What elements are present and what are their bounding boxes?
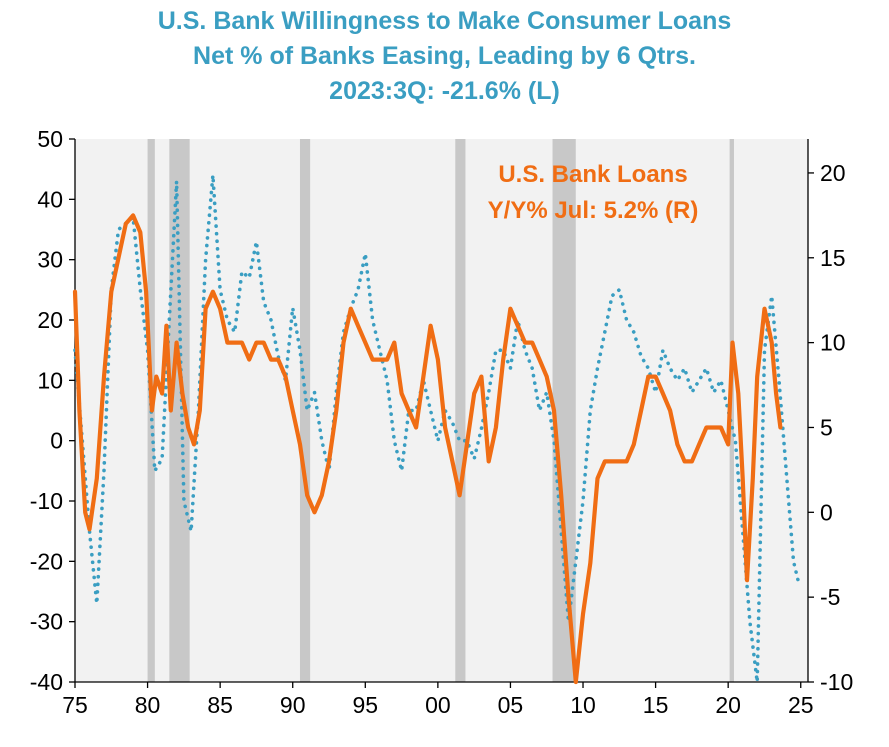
right-tick-label: -5: [820, 584, 840, 610]
x-tick-label: 00: [425, 692, 451, 718]
right-tick-label: 15: [820, 245, 846, 271]
right-tick-label: 10: [820, 330, 846, 356]
right-tick-label: -10: [820, 669, 853, 695]
x-tick-label: 85: [207, 692, 233, 718]
recession-band: [169, 139, 190, 682]
recession-band: [455, 139, 466, 682]
chart-title-line-2: Net % of Banks Easing, Leading by 6 Qtrs…: [193, 42, 696, 70]
x-tick-label: 75: [62, 692, 88, 718]
right-tick-label: 5: [820, 414, 833, 440]
left-tick-label: 20: [37, 307, 63, 333]
left-tick-label: 50: [37, 126, 63, 152]
x-tick-label: 80: [135, 692, 161, 718]
chart-title-line-1: U.S. Bank Willingness to Make Consumer L…: [157, 7, 732, 35]
left-tick-label: 10: [37, 367, 63, 393]
loans-annotation-line-1: U.S. Bank Loans: [498, 161, 687, 188]
chart-title-line-3: 2023:3Q: -21.6% (L): [329, 77, 560, 105]
left-tick-label: -10: [30, 488, 63, 514]
left-tick-label: 40: [37, 186, 63, 212]
right-tick-label: 0: [820, 499, 833, 525]
x-tick-label: 05: [498, 692, 524, 718]
recession-band: [729, 139, 734, 682]
x-tick-label: 10: [570, 692, 596, 718]
left-tick-label: 0: [50, 428, 63, 454]
left-tick-label: 30: [37, 247, 63, 273]
bank-loans-series-line: [72, 213, 783, 685]
recession-band: [299, 139, 311, 682]
left-tick-label: -20: [30, 548, 63, 574]
x-tick-label: 90: [280, 692, 306, 718]
willingness-series-line: [73, 175, 802, 683]
x-tick-label: 25: [788, 692, 814, 718]
x-tick-label: 15: [643, 692, 669, 718]
right-tick-label: 20: [820, 160, 846, 186]
left-tick-label: -30: [30, 609, 63, 635]
loans-annotation-line-2: Y/Y% Jul: 5.2% (R): [488, 197, 699, 224]
recession-band: [552, 139, 576, 682]
series-lines: [72, 175, 802, 685]
left-tick-label: -40: [30, 669, 63, 695]
x-tick-label: 20: [715, 692, 741, 718]
x-tick-label: 95: [353, 692, 379, 718]
